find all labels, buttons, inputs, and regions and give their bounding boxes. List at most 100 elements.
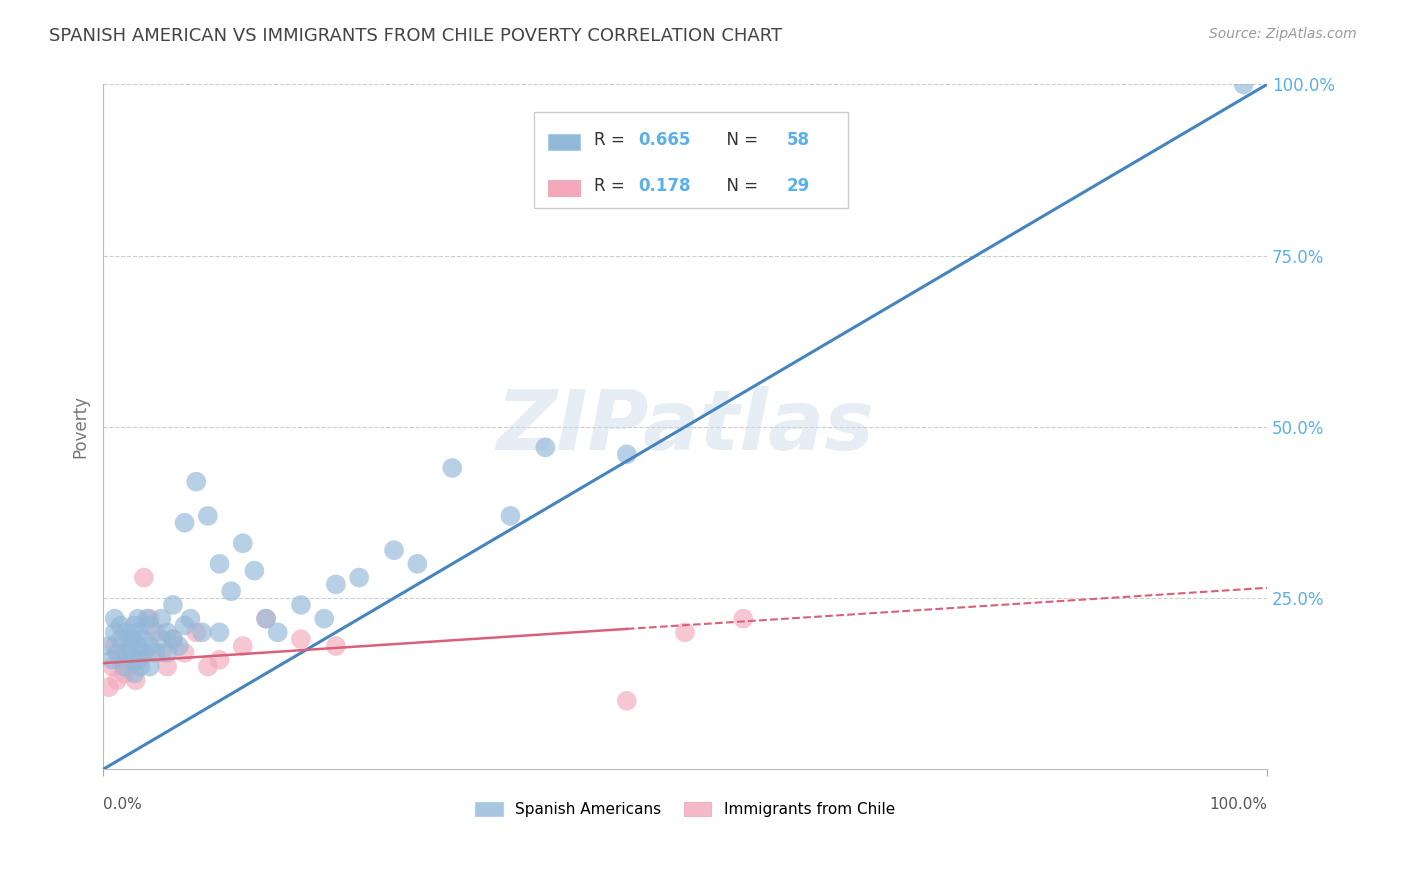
Point — [101, 659, 124, 673]
Point — [173, 646, 195, 660]
Bar — [548, 180, 581, 196]
Point — [162, 598, 184, 612]
Point — [173, 618, 195, 632]
Point — [208, 557, 231, 571]
Point — [104, 612, 127, 626]
Point — [104, 625, 127, 640]
Point — [121, 632, 143, 647]
Point — [441, 461, 464, 475]
Point — [138, 659, 160, 673]
Point — [290, 598, 312, 612]
Point — [124, 618, 146, 632]
Point — [110, 618, 132, 632]
Point — [314, 612, 336, 626]
Point — [132, 570, 155, 584]
Text: N =: N = — [717, 178, 763, 195]
Point — [208, 653, 231, 667]
Text: 0.0%: 0.0% — [103, 797, 142, 812]
Point — [167, 639, 190, 653]
Point — [208, 625, 231, 640]
Text: SPANISH AMERICAN VS IMMIGRANTS FROM CHILE POVERTY CORRELATION CHART: SPANISH AMERICAN VS IMMIGRANTS FROM CHIL… — [49, 27, 782, 45]
Point — [150, 632, 173, 647]
Point — [243, 564, 266, 578]
FancyBboxPatch shape — [534, 112, 848, 208]
Point — [219, 584, 242, 599]
Point — [145, 646, 167, 660]
Point — [254, 612, 277, 626]
Point — [616, 694, 638, 708]
Point — [136, 612, 159, 626]
Point — [534, 441, 557, 455]
Point — [179, 612, 201, 626]
Point — [347, 570, 370, 584]
Point — [132, 646, 155, 660]
Text: R =: R = — [595, 131, 630, 150]
Point — [616, 447, 638, 461]
Point — [499, 508, 522, 523]
Point — [110, 632, 132, 647]
Point — [382, 543, 405, 558]
Point — [267, 625, 290, 640]
Point — [105, 673, 128, 688]
Point — [105, 646, 128, 660]
Point — [112, 666, 135, 681]
Point — [121, 653, 143, 667]
Point — [125, 673, 148, 688]
Point — [118, 659, 141, 673]
Point — [138, 639, 160, 653]
Text: 29: 29 — [786, 178, 810, 195]
Text: 58: 58 — [786, 131, 810, 150]
Text: 0.665: 0.665 — [638, 131, 690, 150]
Point — [138, 618, 160, 632]
Point — [110, 653, 132, 667]
Point — [132, 632, 155, 647]
Point — [232, 639, 254, 653]
Text: Source: ZipAtlas.com: Source: ZipAtlas.com — [1209, 27, 1357, 41]
Point — [406, 557, 429, 571]
Point — [127, 625, 149, 640]
Point — [156, 646, 179, 660]
Point — [112, 659, 135, 673]
Point — [127, 653, 149, 667]
Point — [673, 625, 696, 640]
Text: ZIPatlas: ZIPatlas — [496, 386, 875, 467]
Point — [150, 612, 173, 626]
Point — [121, 632, 143, 647]
Point — [162, 632, 184, 647]
Point — [150, 646, 173, 660]
Point — [101, 653, 124, 667]
Point — [145, 625, 167, 640]
Point — [325, 639, 347, 653]
Bar — [548, 134, 581, 150]
Point — [115, 646, 138, 660]
Point — [290, 632, 312, 647]
Point — [97, 680, 120, 694]
Point — [191, 625, 214, 640]
Point — [232, 536, 254, 550]
Point — [186, 475, 208, 489]
Y-axis label: Poverty: Poverty — [72, 395, 89, 458]
Text: N =: N = — [717, 131, 763, 150]
Point — [127, 653, 149, 667]
Point — [129, 659, 152, 673]
Legend: Spanish Americans, Immigrants from Chile: Spanish Americans, Immigrants from Chile — [470, 796, 901, 823]
Text: 0.178: 0.178 — [638, 178, 690, 195]
Point — [197, 508, 219, 523]
Point — [733, 612, 755, 626]
Point — [138, 612, 160, 626]
Point — [325, 577, 347, 591]
Point — [127, 639, 149, 653]
Point — [115, 646, 138, 660]
Point — [97, 639, 120, 653]
Point — [118, 639, 141, 653]
Point — [115, 625, 138, 640]
Point — [131, 646, 153, 660]
Point — [173, 516, 195, 530]
Point — [1233, 78, 1256, 92]
Point — [186, 625, 208, 640]
Point — [124, 666, 146, 681]
Point — [127, 612, 149, 626]
Point — [162, 632, 184, 647]
Point — [104, 639, 127, 653]
Text: 100.0%: 100.0% — [1209, 797, 1267, 812]
